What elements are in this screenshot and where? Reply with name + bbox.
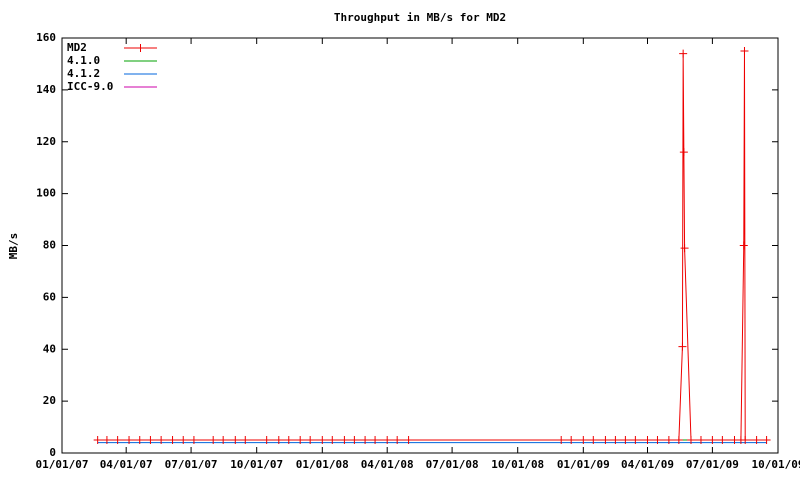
x-tick-label: 01/01/07	[36, 458, 89, 471]
point-marker	[113, 436, 122, 445]
point-marker	[340, 436, 349, 445]
x-tick-label: 04/01/09	[621, 458, 674, 471]
point-marker	[621, 436, 630, 445]
point-marker	[718, 436, 727, 445]
x-tick-label: 07/01/08	[426, 458, 479, 471]
point-marker	[741, 436, 750, 445]
point-marker	[146, 436, 155, 445]
y-tick-label: 80	[43, 239, 56, 252]
point-marker	[589, 436, 598, 445]
point-marker	[102, 436, 111, 445]
point-marker	[679, 148, 688, 157]
point-marker	[284, 436, 293, 445]
point-marker	[678, 342, 687, 351]
point-marker	[93, 436, 102, 445]
y-axis-label: MB/s	[7, 233, 20, 260]
point-marker	[696, 436, 705, 445]
point-marker	[231, 436, 240, 445]
point-marker	[306, 436, 315, 445]
x-tick-label: 10/01/07	[230, 458, 283, 471]
point-marker	[189, 436, 198, 445]
point-marker	[125, 436, 134, 445]
legend-label: 4.1.0	[67, 54, 100, 67]
x-tick-label: 07/01/09	[686, 458, 739, 471]
point-marker	[686, 436, 695, 445]
point-marker	[393, 436, 402, 445]
y-tick-label: 60	[43, 290, 56, 303]
point-marker	[135, 436, 144, 445]
x-tick-label: 01/01/08	[296, 458, 349, 471]
x-tick-label: 10/01/09	[752, 458, 800, 471]
legend-marker	[136, 44, 145, 52]
point-marker	[674, 436, 683, 445]
point-marker	[631, 436, 640, 445]
point-marker	[318, 436, 327, 445]
point-marker	[262, 436, 271, 445]
x-tick-label: 04/01/08	[361, 458, 414, 471]
y-tick-label: 0	[49, 446, 56, 459]
legend-label: MD2	[67, 41, 87, 54]
point-marker	[653, 436, 662, 445]
point-marker	[611, 436, 620, 445]
point-marker	[739, 241, 748, 250]
point-marker	[328, 436, 337, 445]
point-marker	[762, 436, 771, 445]
point-marker	[168, 436, 177, 445]
point-marker	[601, 436, 610, 445]
point-marker	[752, 436, 761, 445]
x-tick-label: 07/01/07	[165, 458, 218, 471]
x-tick-label: 04/01/07	[100, 458, 153, 471]
series-line	[97, 50, 767, 441]
point-marker	[664, 436, 673, 445]
point-marker	[680, 244, 689, 253]
point-marker	[567, 436, 576, 445]
y-tick-label: 40	[43, 342, 56, 355]
point-marker	[579, 436, 588, 445]
point-marker	[296, 436, 305, 445]
point-marker	[209, 436, 218, 445]
point-marker	[740, 46, 749, 55]
point-marker	[350, 436, 359, 445]
y-tick-label: 20	[43, 394, 56, 407]
plot-border	[61, 37, 779, 454]
point-marker	[404, 436, 413, 445]
y-tick-label: 120	[36, 135, 56, 148]
point-marker	[219, 436, 228, 445]
legend-label: ICC-9.0	[67, 80, 113, 93]
y-tick-label: 160	[36, 31, 56, 44]
point-marker	[241, 436, 250, 445]
y-tick-label: 140	[36, 83, 56, 96]
y-tick-label: 100	[36, 187, 56, 200]
x-tick-label: 01/01/09	[557, 458, 610, 471]
legend-label: 4.1.2	[67, 67, 100, 80]
point-marker	[157, 436, 166, 445]
point-marker	[371, 436, 380, 445]
point-marker	[274, 436, 283, 445]
point-marker	[679, 49, 688, 58]
point-marker	[643, 436, 652, 445]
chart-title: Throughput in MB/s for MD2	[334, 11, 506, 24]
point-marker	[179, 436, 188, 445]
point-marker	[361, 436, 370, 445]
point-marker	[557, 436, 566, 445]
x-tick-label: 10/01/08	[491, 458, 544, 471]
point-marker	[708, 436, 717, 445]
point-marker	[383, 436, 392, 445]
